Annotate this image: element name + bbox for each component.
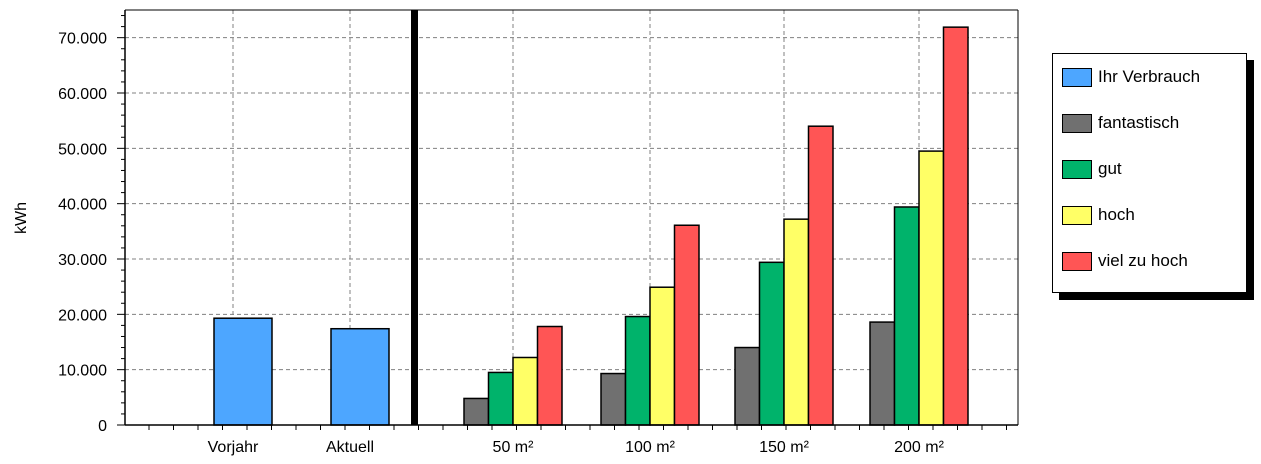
bar-fantastisch: [600, 372, 627, 426]
legend-swatch: [1062, 159, 1092, 179]
bar-gut: [758, 261, 785, 426]
legend-swatch: [1062, 205, 1092, 225]
bar-gut: [624, 315, 651, 426]
legend-item: hoch: [1062, 202, 1135, 228]
legend-item: fantastisch: [1062, 110, 1179, 136]
y-tick-label: 70.000: [58, 31, 107, 48]
x-tick-label: 150 m²: [759, 439, 809, 456]
y-tick-label: 50.000: [58, 141, 107, 158]
bar-ihr-verbrauch: [213, 317, 273, 426]
x-tick-label: 200 m²: [894, 439, 944, 456]
bar-viel-zu-hoch: [942, 26, 969, 426]
y-axis-title: kWh: [13, 202, 30, 234]
bar-fantastisch: [463, 397, 490, 426]
panel-separator: [411, 10, 418, 425]
y-tick-label: 0: [98, 418, 107, 435]
y-tick-label: 60.000: [58, 86, 107, 103]
bar-fantastisch: [869, 321, 896, 426]
bar-viel-zu-hoch: [536, 325, 563, 426]
legend-item: Ihr Verbrauch: [1062, 64, 1200, 90]
bars: [213, 26, 969, 426]
bar-gut: [487, 371, 514, 426]
legend-item: gut: [1062, 156, 1122, 182]
bar-viel-zu-hoch: [807, 125, 834, 426]
y-tick-label: 20.000: [58, 307, 107, 324]
axes: [117, 9, 1019, 430]
bar-hoch: [512, 356, 539, 426]
legend-label: gut: [1098, 159, 1122, 178]
bar-viel-zu-hoch: [673, 224, 700, 426]
y-tick-label: 10.000: [58, 363, 107, 380]
legend-label: Ihr Verbrauch: [1098, 67, 1201, 86]
legend-label: viel zu hoch: [1098, 251, 1188, 270]
legend-item: viel zu hoch: [1062, 248, 1188, 274]
legend-swatch: [1062, 251, 1092, 271]
bar-ihr-verbrauch: [330, 327, 390, 426]
x-tick-label: 50 m²: [493, 439, 535, 456]
bar-hoch: [649, 286, 676, 426]
x-tick-label: 100 m²: [625, 439, 675, 456]
bar-hoch: [783, 218, 810, 426]
bar-fantastisch: [734, 346, 761, 426]
legend-label: hoch: [1098, 205, 1135, 224]
legend-swatch: [1062, 113, 1092, 133]
bar-hoch: [918, 150, 945, 426]
legend: Ihr Verbrauch fantastisch gut hoch viel zu h…: [1052, 53, 1247, 293]
bar-gut: [893, 206, 920, 426]
legend-label: fantastisch: [1098, 113, 1180, 132]
x-tick-label: Aktuell: [326, 439, 374, 456]
y-tick-label: 30.000: [58, 252, 107, 269]
tick-labels: 0 10.000 20.000 30.000 40.000 50.000 60.000 70.…: [58, 31, 945, 456]
y-tick-label: 40.000: [58, 197, 107, 214]
legend-swatch: [1062, 67, 1092, 87]
x-tick-label: Vorjahr: [208, 439, 259, 456]
